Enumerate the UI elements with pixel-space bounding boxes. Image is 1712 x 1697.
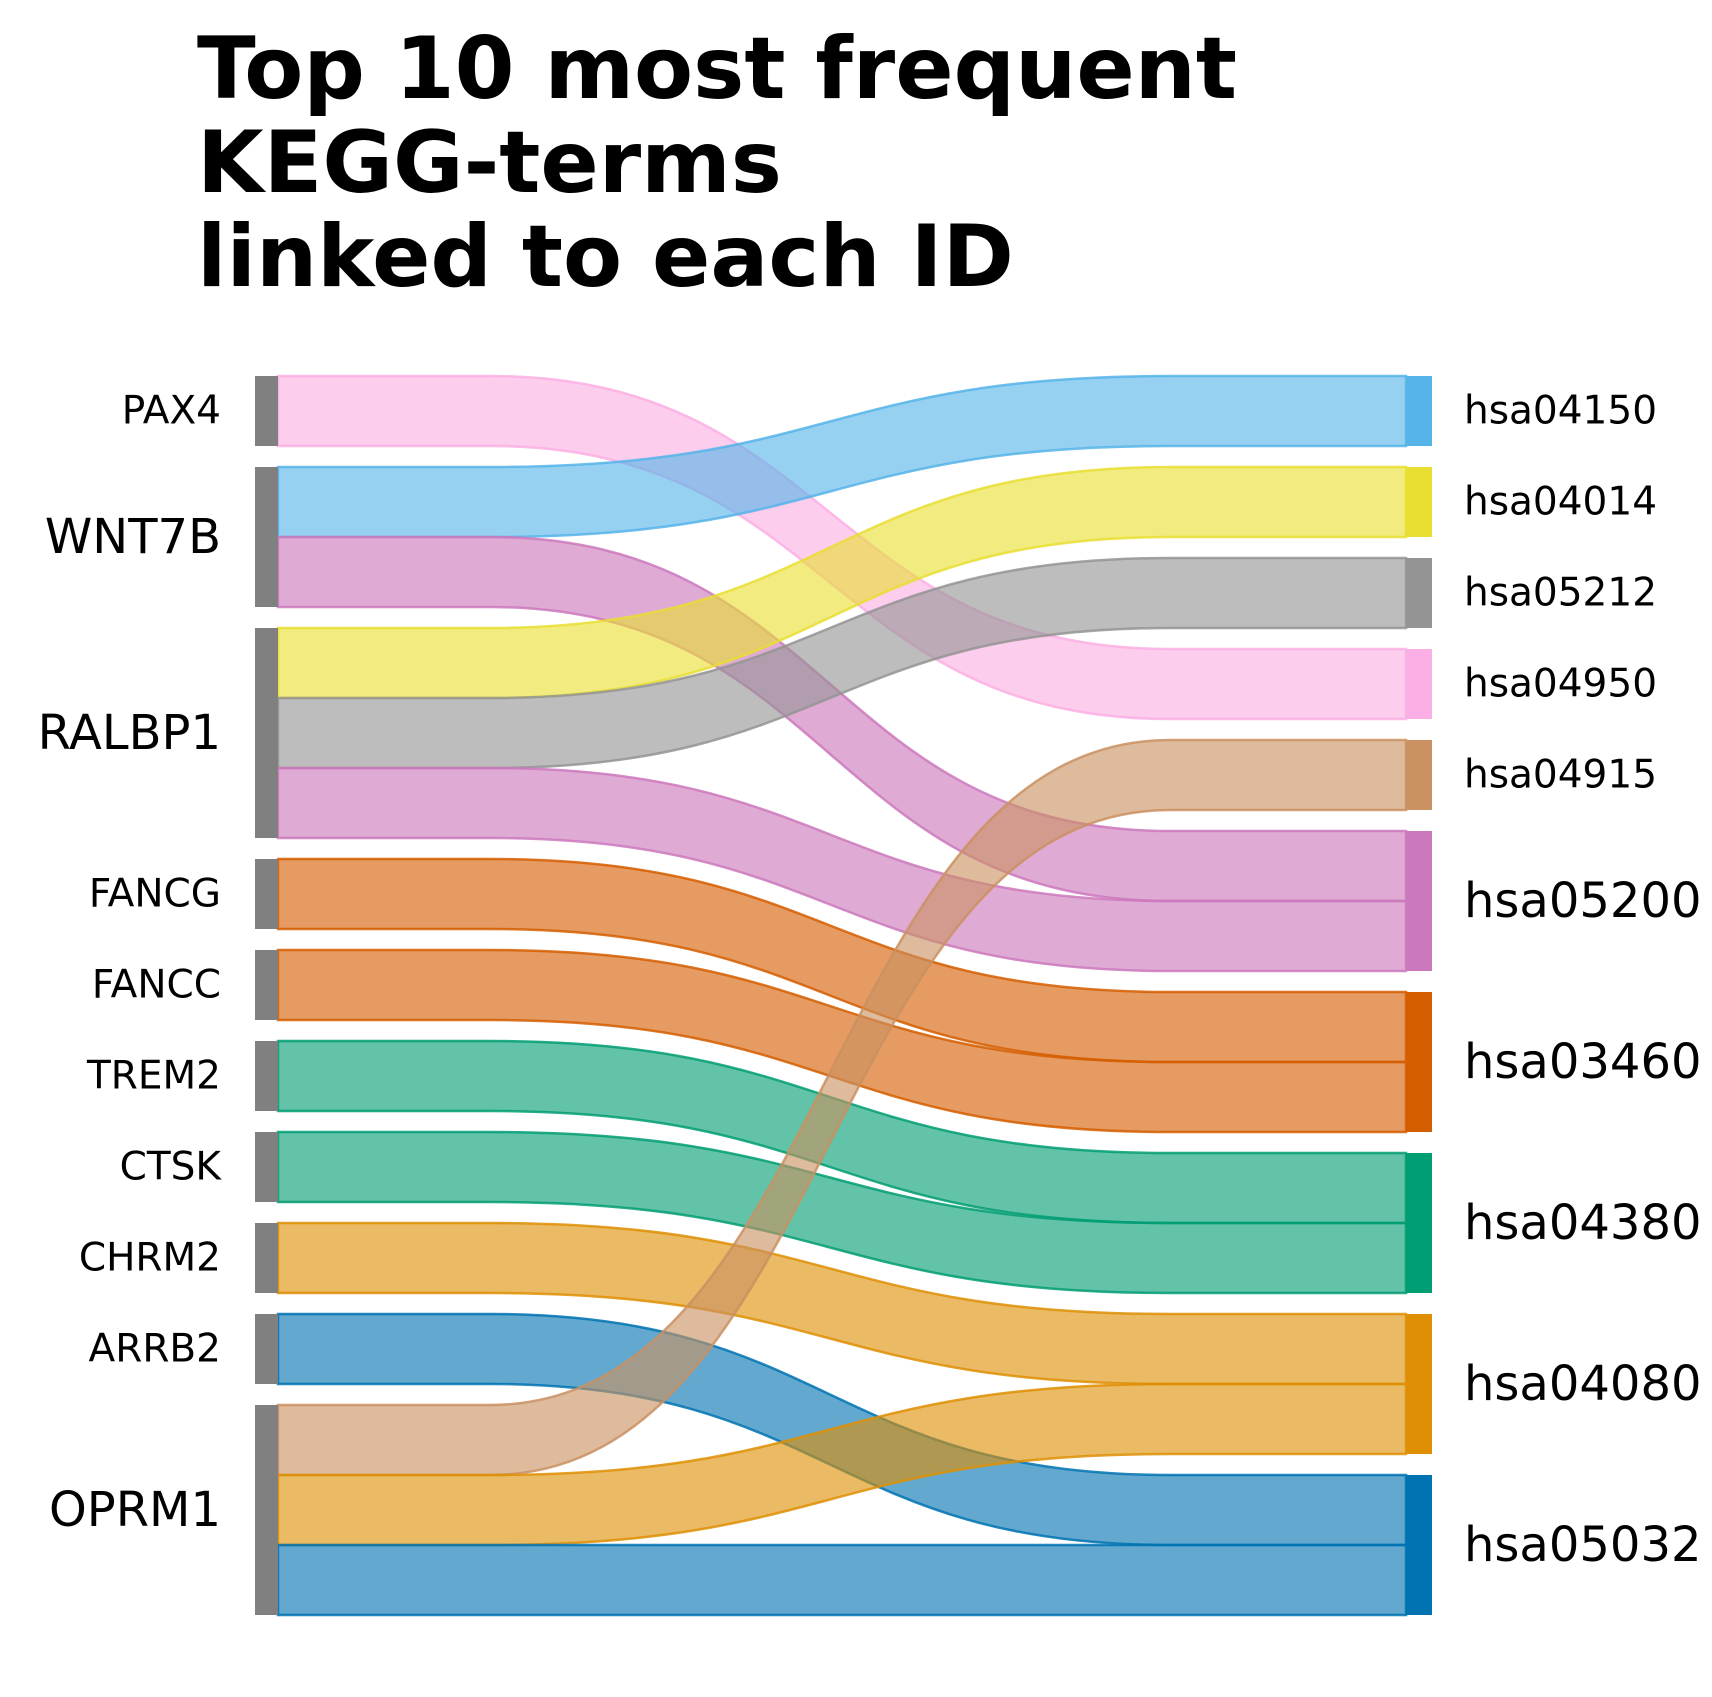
node-hsa04915 <box>1406 740 1432 810</box>
node-label-fancg: FANCG <box>89 872 221 917</box>
node-label-hsa04150: hsa04150 <box>1464 389 1657 434</box>
node-label-hsa04915: hsa04915 <box>1464 753 1657 798</box>
node-label-oprm1: OPRM1 <box>49 1482 221 1538</box>
node-ralbp1 <box>255 628 278 838</box>
node-label-hsa04950: hsa04950 <box>1464 662 1657 707</box>
node-label-hsa04380: hsa04380 <box>1464 1195 1702 1251</box>
node-label-trem2: TREM2 <box>86 1054 221 1099</box>
sankey-nodes <box>255 376 1432 1615</box>
sankey-links <box>276 374 1408 1617</box>
node-chrm2 <box>255 1223 278 1293</box>
node-label-fancc: FANCC <box>92 963 221 1008</box>
node-label-ralbp1: RALBP1 <box>38 705 221 761</box>
node-hsa05032 <box>1406 1475 1432 1615</box>
node-label-pax4: PAX4 <box>122 389 221 434</box>
link-oprm1-to-hsa05032 <box>276 1543 1408 1617</box>
node-hsa04380 <box>1406 1153 1432 1293</box>
node-label-hsa05032: hsa05032 <box>1464 1517 1702 1573</box>
node-fancg <box>255 859 278 929</box>
node-hsa04014 <box>1406 467 1432 537</box>
chart-title-line-1: Top 10 most frequent <box>197 19 1237 119</box>
node-arrb2 <box>255 1314 278 1384</box>
node-hsa03460 <box>1406 992 1432 1132</box>
node-hsa04150 <box>1406 376 1432 446</box>
node-label-hsa04014: hsa04014 <box>1464 480 1657 525</box>
chart-title-line-3: linked to each ID <box>197 207 1014 307</box>
node-label-ctsk: CTSK <box>120 1145 223 1190</box>
node-oprm1 <box>255 1405 278 1615</box>
node-hsa05200 <box>1406 831 1432 971</box>
node-fancc <box>255 950 278 1020</box>
node-ctsk <box>255 1132 278 1202</box>
node-label-arrb2: ARRB2 <box>89 1327 221 1372</box>
chart-title: Top 10 most frequent KEGG-terms linked t… <box>197 22 1237 304</box>
node-label-hsa04080: hsa04080 <box>1464 1356 1702 1412</box>
node-hsa05212 <box>1406 558 1432 628</box>
chart-title-line-2: KEGG-terms <box>197 113 782 213</box>
node-label-hsa03460: hsa03460 <box>1464 1034 1702 1090</box>
node-label-wnt7b: WNT7B <box>45 509 221 565</box>
node-label-hsa05212: hsa05212 <box>1464 571 1657 616</box>
node-trem2 <box>255 1041 278 1111</box>
node-label-chrm2: CHRM2 <box>79 1236 221 1281</box>
node-wnt7b <box>255 467 278 607</box>
node-pax4 <box>255 376 278 446</box>
node-hsa04950 <box>1406 649 1432 719</box>
node-label-hsa05200: hsa05200 <box>1464 873 1702 929</box>
node-hsa04080 <box>1406 1314 1432 1454</box>
sankey-labels: PAX4 WNT7B RALBP1 FANCG FANCC TREM2 CTSK CHRM2 A… <box>38 389 1702 1574</box>
